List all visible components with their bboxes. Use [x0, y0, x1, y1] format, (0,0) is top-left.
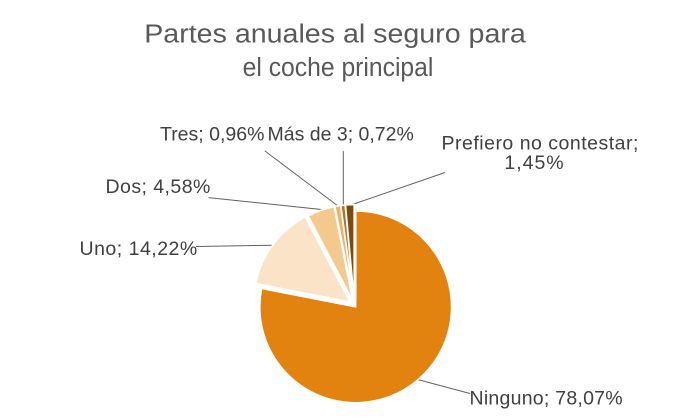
svg-text:Dos; 4,58%: Dos; 4,58%: [106, 176, 211, 198]
svg-text:Prefiero no contestar;: Prefiero no contestar;: [442, 133, 639, 155]
svg-text:el coche principal: el coche principal: [243, 53, 434, 82]
svg-text:Tres; 0,96%: Tres; 0,96%: [160, 124, 264, 146]
svg-text:Partes anuales al seguro para: Partes anuales al seguro para: [144, 19, 526, 48]
svg-text:1,45%: 1,45%: [504, 152, 564, 174]
svg-text:Ninguno; 78,07%: Ninguno; 78,07%: [470, 388, 623, 410]
svg-text:Uno; 14,22%: Uno; 14,22%: [80, 238, 198, 260]
svg-text:Más de 3; 0,72%: Más de 3; 0,72%: [268, 124, 414, 146]
